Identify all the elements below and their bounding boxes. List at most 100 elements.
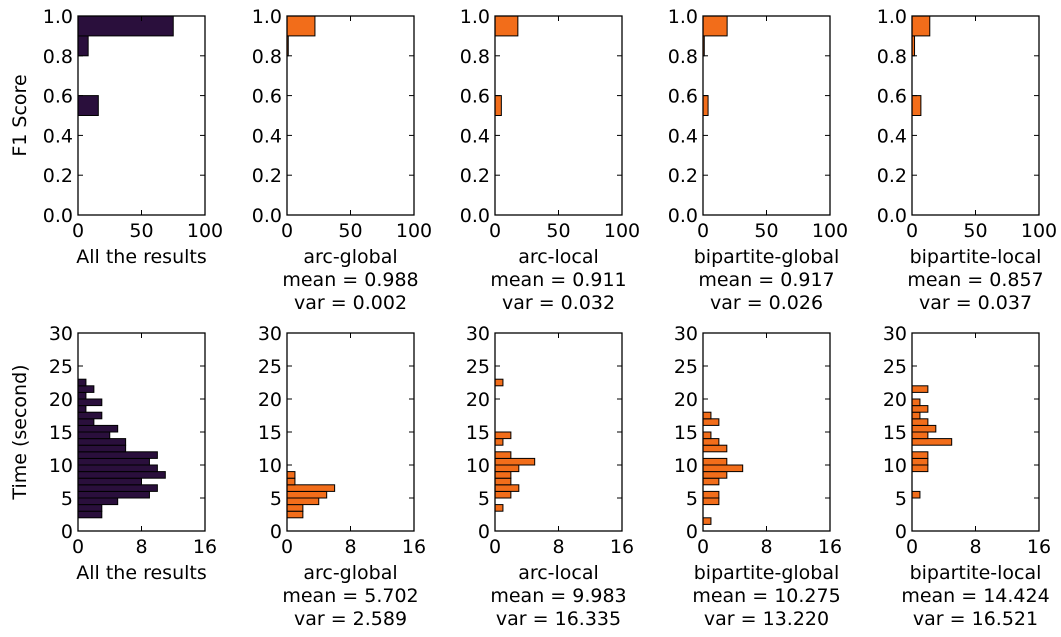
y-tick-label: 0 — [478, 521, 490, 543]
x-tick-label: 8 — [552, 536, 564, 558]
panel-name-label: arc-global — [303, 246, 397, 268]
y-tick-label: 0.8 — [877, 46, 907, 68]
y-tick-label: 0.8 — [668, 46, 698, 68]
y-tick-label: 1.0 — [460, 6, 490, 28]
x-tick-label: 16 — [1027, 536, 1051, 558]
histogram-bar — [77, 484, 158, 492]
histogram-bar — [77, 464, 158, 473]
y-tick-label: 10 — [674, 455, 698, 477]
histogram-bar — [911, 15, 931, 37]
y-tick-label: 20 — [466, 389, 490, 411]
histogram-bar — [77, 424, 119, 433]
y-tick-label: 0 — [895, 521, 907, 543]
panel-stat-label: var = 0.002 — [294, 292, 407, 314]
histogram-bar — [286, 15, 316, 37]
x-tick-label: 100 — [812, 220, 848, 242]
y-tick-label: 20 — [883, 389, 907, 411]
x-tick-label: 100 — [604, 220, 640, 242]
y-tick-label: 5 — [478, 488, 490, 510]
histogram-bar — [911, 451, 929, 459]
y-tick-label: 30 — [674, 323, 698, 345]
histogram-bar — [494, 438, 504, 446]
y-tick-label: 25 — [466, 356, 490, 378]
y-tick-label: 25 — [674, 356, 698, 378]
histogram-bar — [286, 477, 296, 486]
y-tick-label: 0.2 — [668, 165, 698, 187]
y-tick-label: 1.0 — [877, 6, 907, 28]
x-tick-label: 0 — [489, 220, 501, 242]
y-tick-label: 5 — [61, 488, 73, 510]
y-tick-label: 0.6 — [877, 86, 907, 108]
histogram-bar — [494, 490, 512, 499]
histogram-bar — [286, 471, 296, 479]
histogram-bar — [702, 431, 712, 440]
panel-stat-label: var = 16.335 — [496, 608, 621, 630]
panel-stat-label: var = 0.026 — [710, 292, 823, 314]
y-tick-label: 0 — [686, 521, 698, 543]
y-tick-label: 25 — [258, 356, 282, 378]
panel-stat-label: mean = 0.988 — [282, 269, 418, 291]
panel-stat-label: mean = 10.275 — [692, 585, 840, 607]
histogram-bar — [494, 464, 520, 473]
y-tick-label: 30 — [49, 323, 73, 345]
y-tick-label: 15 — [883, 422, 907, 444]
y-tick-label: 0.4 — [43, 125, 73, 147]
y-tick-label: 30 — [258, 323, 282, 345]
histogram-bar — [911, 464, 929, 473]
x-tick-label: 16 — [402, 536, 426, 558]
axes-frame — [494, 15, 623, 216]
histogram-bar — [702, 464, 744, 473]
panel-name-label: bipartite-local — [910, 246, 1042, 268]
histogram-bar — [77, 398, 103, 407]
histogram-bar — [77, 35, 89, 57]
y-tick-label: 0 — [270, 521, 282, 543]
y-axis-label: Time (second) — [9, 364, 31, 500]
histogram-bar — [77, 451, 158, 459]
y-tick-label: 25 — [883, 356, 907, 378]
histogram-bar — [702, 15, 728, 37]
axes-frame — [702, 15, 831, 216]
histogram-bar — [702, 490, 720, 499]
histogram-bar — [494, 451, 512, 459]
panel-stat-label: var = 0.032 — [502, 292, 615, 314]
y-tick-label: 0.8 — [460, 46, 490, 68]
histogram-bar — [77, 504, 103, 512]
histogram-bar — [77, 438, 127, 446]
histogram-bar — [911, 431, 929, 440]
y-tick-label: 0.4 — [252, 125, 282, 147]
histogram-bar — [77, 457, 150, 466]
histogram-bar — [494, 457, 536, 466]
x-tick-label: 50 — [546, 220, 570, 242]
histogram-bar — [702, 95, 709, 116]
histogram-bar — [702, 418, 720, 426]
histogram-bar — [286, 490, 328, 499]
histogram-bar — [494, 431, 512, 440]
y-tick-label: 0.2 — [252, 165, 282, 187]
panel-time-0: 0 5 10 15 20 25 30 0 8 16 All the results Time (sec… — [9, 323, 217, 584]
y-tick-label: 20 — [49, 389, 73, 411]
y-tick-label: 0.0 — [668, 205, 698, 227]
panel-name-label: bipartite-global — [694, 562, 840, 584]
histogram-bar — [911, 418, 929, 426]
y-tick-label: 10 — [883, 455, 907, 477]
y-tick-label: 0.0 — [877, 205, 907, 227]
x-tick-label: 8 — [344, 536, 356, 558]
histogram-bar — [702, 457, 728, 466]
y-tick-label: 30 — [883, 323, 907, 345]
axes-frame — [702, 332, 831, 532]
x-tick-label: 0 — [72, 536, 84, 558]
y-tick-label: 15 — [49, 422, 73, 444]
x-tick-label: 50 — [129, 220, 153, 242]
histogram-bar — [702, 517, 712, 525]
histogram-bar — [77, 497, 119, 506]
axes-frame — [494, 332, 623, 532]
y-tick-label: 1.0 — [668, 6, 698, 28]
x-tick-label: 50 — [338, 220, 362, 242]
x-tick-label: 8 — [135, 536, 147, 558]
panel-stat-label: var = 2.589 — [294, 608, 407, 630]
x-tick-label: 100 — [396, 220, 432, 242]
x-tick-label: 16 — [610, 536, 634, 558]
